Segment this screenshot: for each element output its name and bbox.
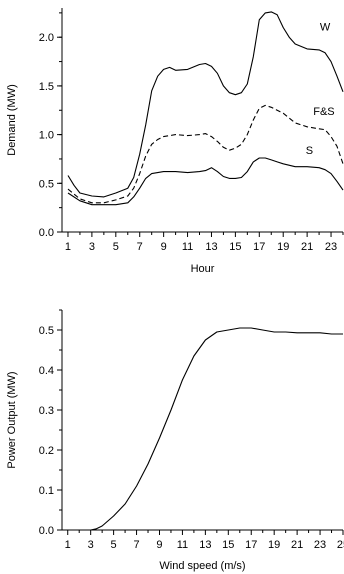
x-tick-label: 3 bbox=[88, 539, 94, 551]
y-axis-title: Demand (MW) bbox=[6, 84, 18, 156]
x-tick-label: 7 bbox=[133, 539, 139, 551]
x-tick-label: 11 bbox=[177, 539, 188, 551]
x-tick-label: 3 bbox=[89, 241, 95, 253]
x-tick-label: 13 bbox=[205, 241, 217, 253]
x-tick-label: 19 bbox=[268, 539, 280, 551]
y-tick-label: 0.0 bbox=[39, 227, 54, 239]
series-line-s bbox=[67, 157, 344, 206]
x-tick-label: 17 bbox=[245, 539, 257, 551]
x-tick-label: 13 bbox=[199, 539, 211, 551]
x-tick-label: 11 bbox=[182, 241, 193, 253]
y-tick-label: 0.3 bbox=[39, 405, 54, 417]
y-tick-label: 0.1 bbox=[39, 485, 54, 497]
series-line bbox=[67, 327, 343, 530]
y-tick-label: 1.0 bbox=[39, 130, 54, 142]
x-tick-label: 23 bbox=[314, 539, 326, 551]
y-tick-label: 1.5 bbox=[39, 81, 54, 93]
y-tick-label: 0.5 bbox=[39, 178, 54, 190]
y-axis-title: Power Output (MW) bbox=[6, 371, 18, 468]
x-tick-label: 25 bbox=[337, 539, 344, 551]
x-tick-label: 17 bbox=[253, 241, 265, 253]
y-tick-label: 0.0 bbox=[39, 525, 54, 537]
x-tick-label: 1 bbox=[65, 241, 71, 253]
x-tick-label: 9 bbox=[156, 539, 162, 551]
series-line-f-s bbox=[67, 104, 344, 204]
x-tick-label: 15 bbox=[229, 241, 241, 253]
x-tick-label: 21 bbox=[291, 539, 303, 551]
demand-chart: 0.00.51.01.52.01 3 5 7 9 11 13 15 17 19 21 23HourDe… bbox=[6, 8, 344, 275]
x-tick-label: 5 bbox=[111, 539, 117, 551]
x-axis-title: Wind speed (m/s) bbox=[159, 560, 245, 572]
y-tick-label: 2.0 bbox=[39, 32, 54, 44]
power-curve-chart: 0.00.10.20.30.40.5135791113151719212325W… bbox=[6, 309, 344, 572]
series-line-w bbox=[67, 11, 344, 198]
x-tick-label: 5 bbox=[113, 241, 119, 253]
y-tick-label: 0.2 bbox=[39, 445, 54, 457]
x-tick-label: 7 bbox=[137, 241, 143, 253]
series-label: S bbox=[306, 145, 313, 157]
y-tick-label: 0.5 bbox=[39, 325, 54, 337]
x-tick-label: 9 bbox=[161, 241, 167, 253]
x-axis-title: Hour bbox=[191, 263, 215, 275]
x-tick-label: 15 bbox=[222, 539, 234, 551]
x-tick-label: 23 bbox=[325, 241, 337, 253]
x-tick-label: 19 bbox=[277, 241, 289, 253]
series-label: W bbox=[320, 21, 331, 33]
x-tick-label: 21 bbox=[301, 241, 313, 253]
x-tick-label: 1 bbox=[65, 539, 71, 551]
series-label: F&S bbox=[313, 106, 334, 118]
y-tick-label: 0.4 bbox=[39, 365, 54, 377]
